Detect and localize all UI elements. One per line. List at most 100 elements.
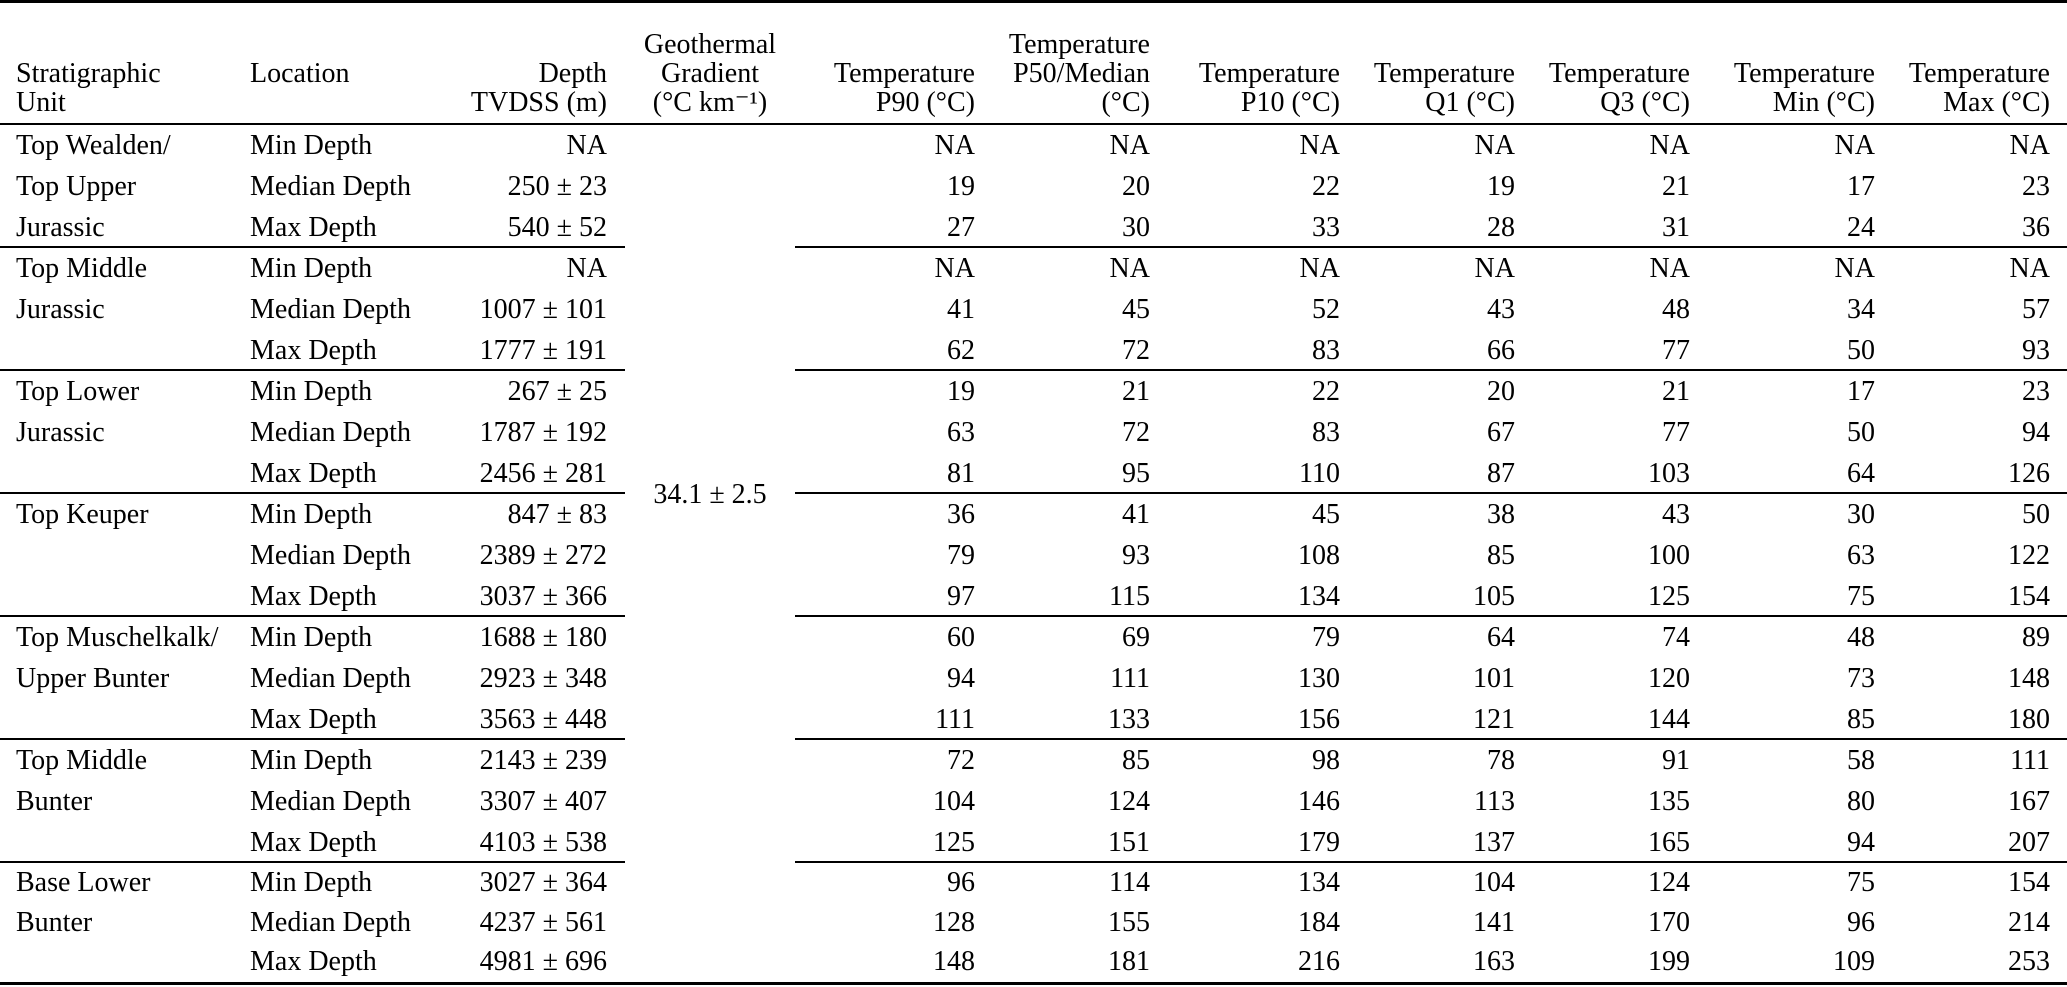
temperature-column: NA 52 83 [1150,248,1340,371]
temperature-cell: 41 [947,293,975,325]
group-separator-left [0,615,625,617]
depth-cell: 3037 ± 366 [479,580,607,612]
depth-cell: 2456 ± 281 [479,457,607,489]
temperature-cell: 104 [1473,866,1515,898]
header-stratigraphic-unit: Stratigraphic Unit [0,10,250,123]
temperature-cell: 30 [1122,211,1150,243]
temperature-cell: 108 [1298,539,1340,571]
depth-column: 847 ± 83 2389 ± 272 3037 ± 366 [445,494,625,617]
temperature-column: 41 93 115 [975,494,1150,617]
header-temperature-max: Temperature Max (°C) [1875,10,2067,123]
stratigraphic-unit-cell: Top Middle Bunter [0,740,250,863]
header-temperature-p90: Temperature P90 (°C) [795,10,975,123]
temperature-column: NA 22 33 [1150,125,1340,248]
temperature-column: 50 122 154 [1875,494,2067,617]
temperature-column: 98 146 179 [1150,740,1340,863]
temperature-cell: 91 [1662,744,1690,776]
temperature-cell: 98 [1312,744,1340,776]
temperature-cell: 23 [2022,170,2050,202]
location-cell: Min Depth [250,744,373,776]
temperature-column: 36 79 97 [795,494,975,617]
depth-cell: 2923 ± 348 [479,662,607,694]
location-cell: Min Depth [250,375,373,407]
temperature-cell: 62 [947,334,975,366]
depth-column: NA 250 ± 23 540 ± 52 [445,125,625,248]
temperature-column: NA 57 93 [1875,248,2067,371]
temperature-cell: 126 [2008,457,2050,489]
depth-cell: 1007 ± 101 [479,293,607,325]
temperature-cell: 120 [1648,662,1690,694]
temperature-cell: 48 [1662,293,1690,325]
temperature-column: 78 113 137 [1340,740,1515,863]
header-line: Temperature [1198,58,1340,89]
temperature-cell: 50 [2022,498,2050,530]
header-temperature-q3: Temperature Q3 (°C) [1515,10,1690,123]
header-line: Temperature [1733,58,1875,89]
geothermal-gradient-value: 34.1 ± 2.5 [653,479,767,510]
location-cell: Min Depth [250,129,373,161]
location-cell: Max Depth [250,580,377,612]
temperature-column: NA 21 31 [1515,125,1690,248]
temperature-column: NA 19 27 [795,125,975,248]
header-line: P10 (°C) [1240,87,1340,118]
temperature-column: 69 111 133 [975,617,1150,740]
temperature-cell: NA [934,129,975,161]
location-cell: Max Depth [250,211,377,243]
header-line: TVDSS (m) [470,87,607,118]
temperature-cell: 60 [947,621,975,653]
temperature-cell: 96 [947,866,975,898]
temperature-cell: 146 [1298,785,1340,817]
temperature-cell: 50 [1847,334,1875,366]
unit-name-line [16,942,250,982]
temperature-cell: 163 [1473,946,1515,978]
temperature-column: 89 148 180 [1875,617,2067,740]
temperature-column: NA 20 30 [975,125,1150,248]
temperature-cell: 87 [1487,457,1515,489]
temperature-cell: 89 [2022,621,2050,653]
temperature-cell: 38 [1487,498,1515,530]
depth-column: 267 ± 25 1787 ± 192 2456 ± 281 [445,371,625,494]
temperature-cell: 45 [1312,498,1340,530]
temperature-column: 79 130 156 [1150,617,1340,740]
table-body: Top Wealden/Top Upper Jurassic Min Depth Me… [0,125,2067,982]
group-separator-right [795,738,2067,740]
temperature-cell: 69 [1122,621,1150,653]
temperature-cell: 52 [1312,293,1340,325]
stratigraphic-group: Base Lower Bunter Min Depth Median Depth Max… [0,863,2067,982]
depth-cell: NA [566,129,607,161]
location-cell: Min Depth [250,621,373,653]
temperature-cell: 94 [1847,826,1875,858]
unit-name-line: Top Wealden/ [16,129,171,161]
unit-name-line: Top Upper [16,170,137,202]
header-temperature-p50: Temperature P50/Median (°C) [975,10,1150,123]
depth-cell: 250 ± 23 [507,170,607,202]
temperature-cell: 184 [1298,906,1340,938]
group-separator-left [0,861,625,863]
location-cell: Median Depth [250,906,411,938]
temperature-column: 30 63 75 [1690,494,1875,617]
temperature-column: 21 77 103 [1515,371,1690,494]
temperature-cell: 41 [1122,498,1150,530]
temperature-column: 111 167 207 [1875,740,2067,863]
temperature-column: 60 94 111 [795,617,975,740]
header-depth-tvdss: Depth TVDSS (m) [445,10,625,123]
depth-cell: NA [566,252,607,284]
temperature-cell: 73 [1847,662,1875,694]
depth-column: NA 1007 ± 101 1777 ± 191 [445,248,625,371]
temperature-cell: NA [1649,129,1690,161]
depth-cell: 4981 ± 696 [479,946,607,978]
temperature-column: 20 67 87 [1340,371,1515,494]
temperature-column: 154 214 253 [1875,863,2067,982]
temperature-cell: NA [1109,252,1150,284]
unit-name-line [16,535,250,576]
temperature-cell: 77 [1662,416,1690,448]
temperature-cell: 85 [1487,539,1515,571]
temperature-cell: 63 [947,416,975,448]
temperature-cell: 93 [1122,539,1150,571]
temperature-cell: NA [1474,129,1515,161]
temperature-cell: 125 [1648,580,1690,612]
depth-cell: 267 ± 25 [507,375,607,407]
depth-cell: 540 ± 52 [507,211,607,243]
temperature-cell: 95 [1122,457,1150,489]
temperature-cell: 72 [1122,416,1150,448]
